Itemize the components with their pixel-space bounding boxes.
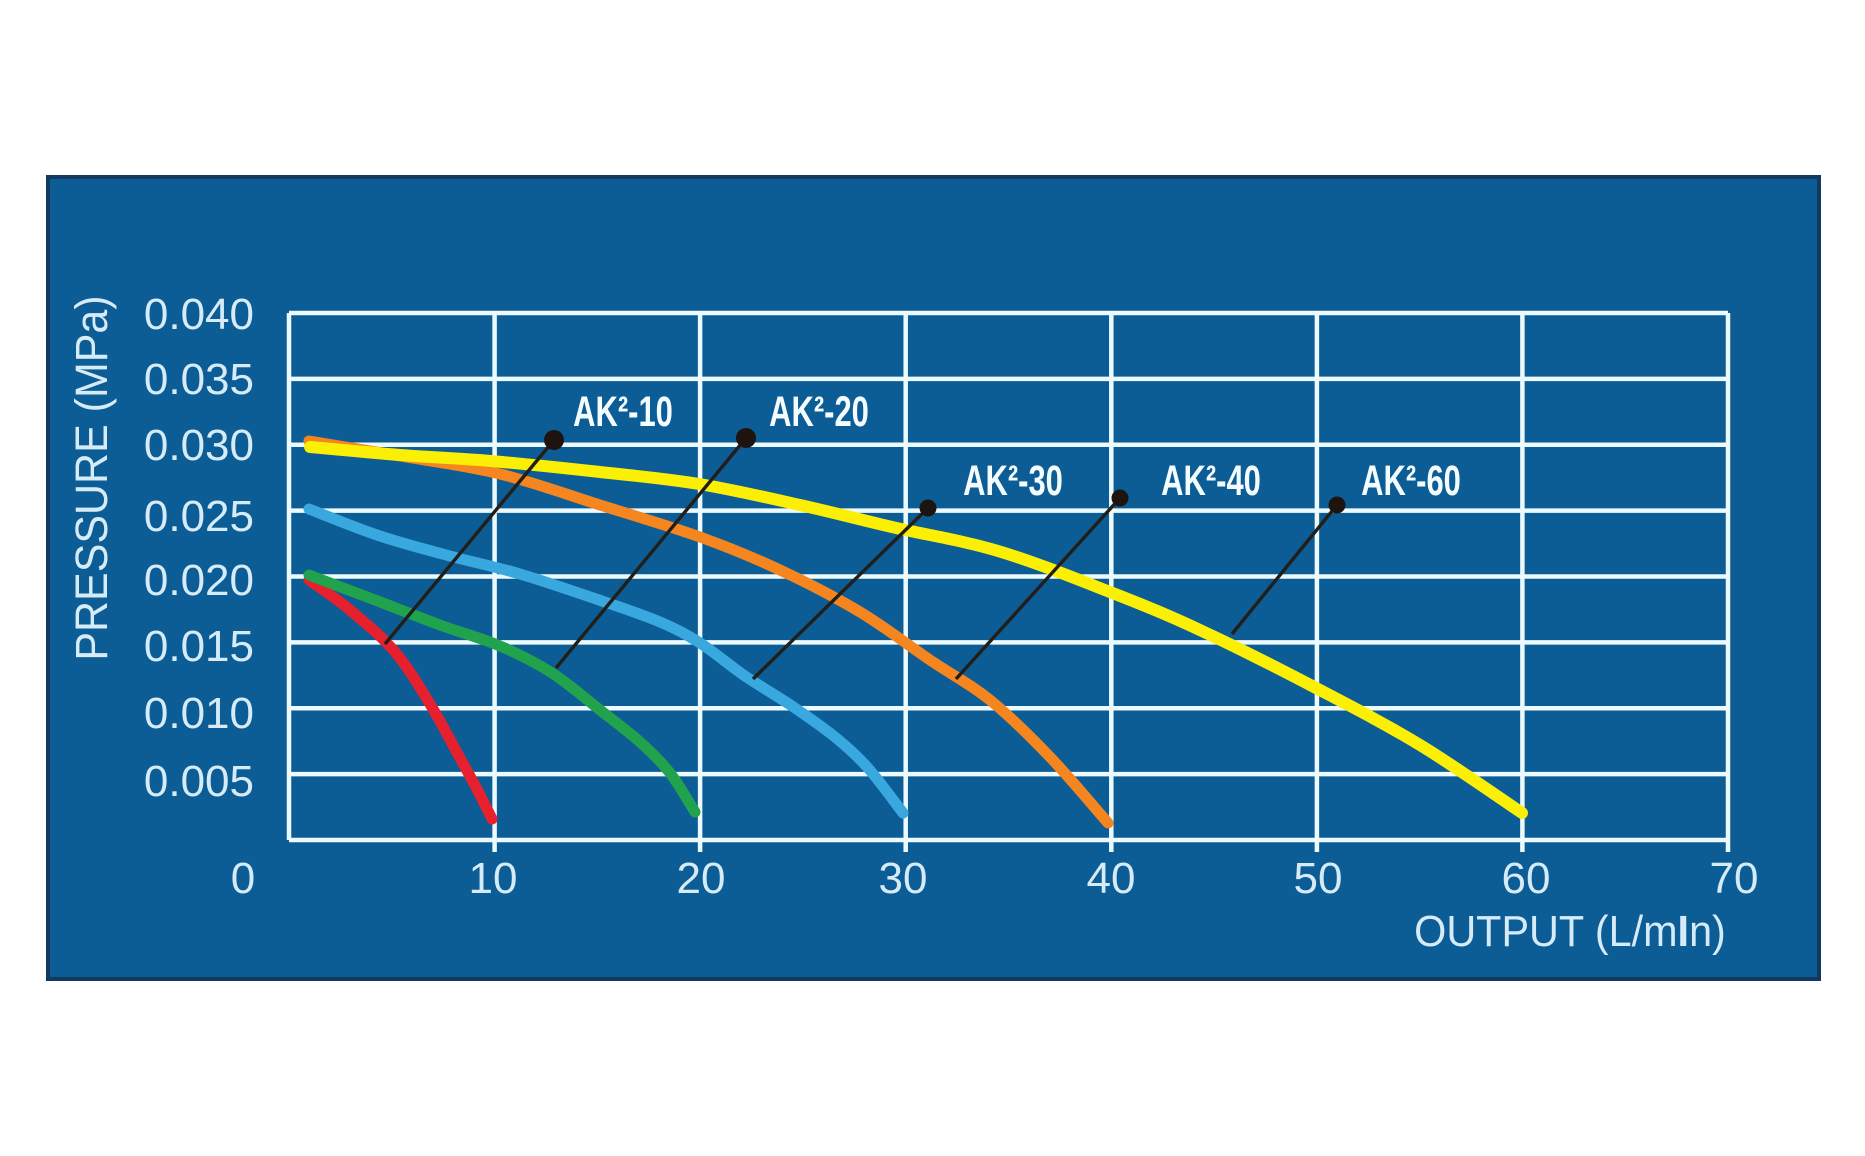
svg-text:AK²-60: AK²-60 [1361,456,1461,504]
svg-text:60: 60 [1502,854,1551,903]
svg-text:AK²-40: AK²-40 [1161,456,1261,504]
svg-text:20: 20 [677,854,726,903]
svg-text:0.040: 0.040 [144,290,254,339]
svg-text:0.025: 0.025 [144,492,254,541]
svg-text:AK²-30: AK²-30 [963,456,1063,504]
svg-text:PRESSURE (MPa): PRESSURE (MPa) [67,295,117,660]
svg-text:AK²-20: AK²-20 [769,387,869,435]
svg-text:AK²-10: AK²-10 [573,387,673,435]
svg-text:0.030: 0.030 [144,421,254,470]
svg-text:OUTPUT (L/mIn): OUTPUT (L/mIn) [1414,907,1726,956]
svg-text:0.020: 0.020 [144,556,254,605]
svg-text:0.035: 0.035 [144,355,254,404]
svg-text:30: 30 [879,854,928,903]
svg-text:10: 10 [469,854,518,903]
svg-text:0.010: 0.010 [144,689,254,738]
svg-text:0.005: 0.005 [144,757,254,806]
svg-text:0: 0 [231,854,255,903]
svg-text:0.015: 0.015 [144,622,254,671]
svg-text:70: 70 [1710,854,1759,903]
svg-text:40: 40 [1087,854,1136,903]
svg-text:50: 50 [1294,854,1343,903]
